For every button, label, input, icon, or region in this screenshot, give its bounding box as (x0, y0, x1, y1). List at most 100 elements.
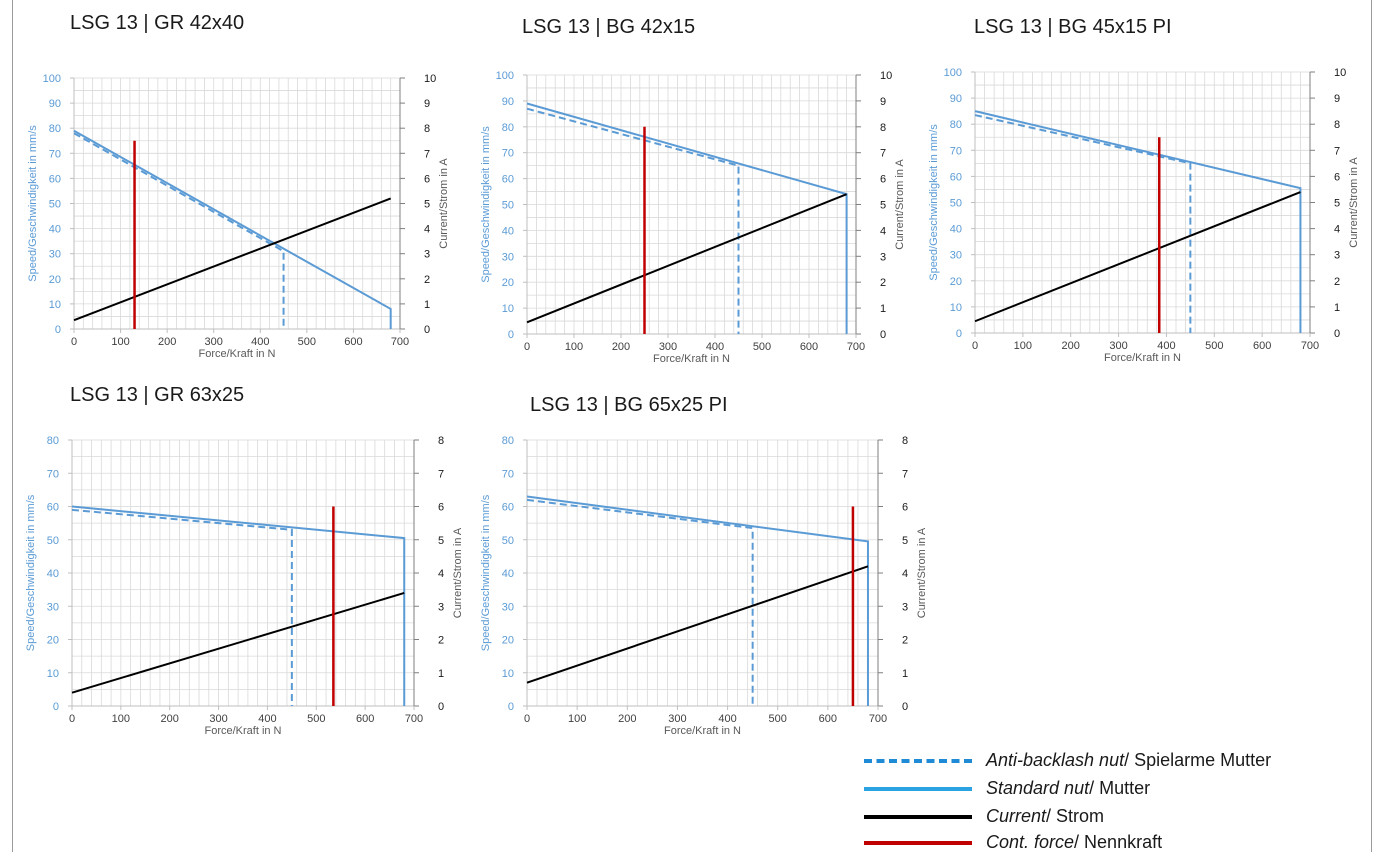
legend-swatch-cont-force (864, 841, 972, 845)
y2-tick-label: 1 (438, 668, 444, 680)
legend-label-current-italic: Current (986, 806, 1047, 826)
y2-tick-label: 7 (1334, 145, 1340, 157)
x-tick-label: 700 (1301, 340, 1319, 352)
x-tick-label: 300 (205, 336, 223, 348)
x-tick-label: 200 (612, 341, 630, 353)
y-tick-label: 20 (950, 276, 962, 288)
y2-tick-label: 5 (1334, 198, 1340, 210)
y-tick-label: 100 (944, 67, 962, 79)
y-tick-label: 60 (49, 173, 61, 185)
y2-tick-label: 6 (902, 502, 908, 514)
legend-item-cont-force: Cont. force/ Nennkraft (864, 829, 1344, 855)
current-line (526, 565, 869, 684)
y-tick-label: 90 (502, 96, 514, 108)
x-tick-label: 0 (71, 336, 77, 348)
y-tick-label: 0 (55, 324, 61, 336)
y-tick-label: 0 (53, 701, 59, 713)
x-tick-label: 0 (524, 713, 530, 725)
anti-backlash-nut-line (974, 114, 1192, 333)
y2-tick-label: 0 (1334, 328, 1340, 340)
x-tick-label: 400 (251, 336, 269, 348)
y2-tick-label: 5 (424, 199, 430, 211)
legend-item-standard: Standard nut/ Mutter (864, 775, 1344, 801)
y2-tick-label: 3 (424, 249, 430, 261)
y-tick-label: 80 (49, 123, 61, 135)
legend-label-anti-backlash-italic: Anti-backlash nut (986, 750, 1125, 770)
x-axis-title: Force/Kraft in N (664, 725, 741, 737)
y2-tick-label: 3 (880, 251, 886, 263)
y-tick-label: 50 (47, 535, 59, 547)
y2-tick-label: 9 (880, 96, 886, 108)
y2-tick-label: 4 (902, 568, 908, 580)
standard-nut-line (73, 129, 392, 329)
y2-tick-label: 8 (438, 435, 444, 447)
x-tick-label: 700 (869, 713, 887, 725)
page-frame-right (1371, 0, 1372, 852)
x-axis-title: Force/Kraft in N (204, 725, 281, 737)
x-axis-title: Force/Kraft in N (653, 353, 730, 365)
x-tick-label: 600 (1253, 340, 1271, 352)
anti-backlash-nut-line (526, 107, 740, 334)
x-tick-label: 600 (819, 713, 837, 725)
x-axis-title: Force/Kraft in N (1104, 352, 1181, 364)
y-tick-label: 60 (950, 171, 962, 183)
legend-item-anti-backlash: Anti-backlash nut/ Spielarme Mutter (864, 747, 1344, 773)
standard-nut-line (526, 495, 869, 706)
x-tick-label: 500 (298, 336, 316, 348)
y2-axis-title: Current/Strom in A (438, 158, 450, 249)
x-tick-label: 400 (706, 341, 724, 353)
y2-tick-label: 0 (438, 701, 444, 713)
y-tick-label: 50 (502, 200, 514, 212)
y2-tick-label: 1 (902, 668, 908, 680)
y-tick-label: 40 (502, 568, 514, 580)
y-tick-label: 20 (502, 277, 514, 289)
y2-tick-label: 3 (902, 601, 908, 613)
standard-nut-line (71, 505, 406, 706)
y-tick-label: 20 (49, 274, 61, 286)
legend-label-anti-backlash: / Spielarme Mutter (1124, 750, 1272, 770)
y2-tick-label: 1 (880, 303, 886, 315)
y2-tick-label: 4 (438, 568, 444, 580)
anti-backlash-nut-line (526, 498, 754, 706)
y2-tick-label: 10 (1334, 67, 1346, 79)
x-tick-label: 500 (307, 713, 325, 725)
y2-tick-label: 4 (880, 225, 886, 237)
y2-tick-label: 3 (438, 601, 444, 613)
x-tick-label: 300 (1109, 340, 1127, 352)
y-tick-label: 50 (950, 198, 962, 210)
y2-tick-label: 1 (1334, 302, 1340, 314)
y-tick-label: 40 (502, 225, 514, 237)
y-tick-label: 80 (502, 122, 514, 134)
y-tick-label: 90 (49, 98, 61, 110)
x-tick-label: 0 (972, 340, 978, 352)
legend-swatch-standard (864, 787, 972, 791)
y2-tick-label: 2 (438, 635, 444, 647)
y-tick-label: 10 (49, 299, 61, 311)
legend-label-standard: / Mutter (1089, 778, 1151, 798)
legend-item-current: Current/ Strom (864, 803, 1344, 829)
y-tick-label: 80 (47, 435, 59, 447)
y-tick-label: 10 (950, 302, 962, 314)
y-tick-label: 10 (502, 668, 514, 680)
x-tick-label: 300 (209, 713, 227, 725)
y2-tick-label: 10 (880, 70, 892, 82)
x-tick-label: 400 (258, 713, 276, 725)
y2-tick-label: 7 (438, 468, 444, 480)
y-tick-label: 80 (950, 119, 962, 131)
y2-tick-label: 4 (1334, 224, 1340, 236)
y-tick-label: 40 (49, 224, 61, 236)
y2-tick-label: 2 (880, 277, 886, 289)
y2-tick-label: 8 (880, 122, 886, 134)
y-axis-title: Speed/Geschwindigkeit in mm/s (25, 494, 37, 651)
legend-label-current: / Strom (1046, 806, 1105, 826)
y-tick-label: 50 (502, 535, 514, 547)
x-tick-label: 700 (405, 713, 423, 725)
x-tick-label: 0 (69, 713, 75, 725)
x-tick-label: 100 (1014, 340, 1032, 352)
x-tick-label: 500 (769, 713, 787, 725)
x-tick-label: 400 (718, 713, 736, 725)
x-tick-label: 200 (1062, 340, 1080, 352)
chart-title-2: LSG 13 | BG 42x15 (522, 16, 696, 38)
